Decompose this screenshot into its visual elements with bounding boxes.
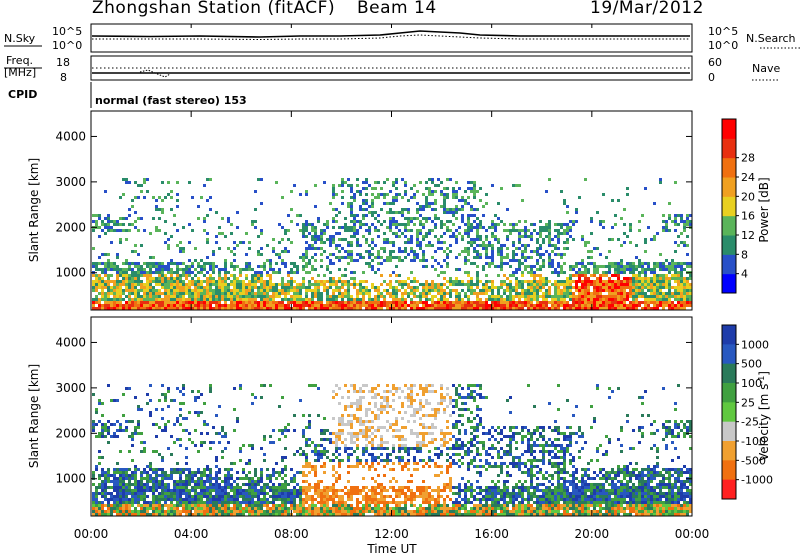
- colorbar-swatch: [722, 402, 736, 423]
- colorbar-swatch: [722, 460, 736, 481]
- colorbar-tick-label: 8: [741, 248, 748, 261]
- freq-panel: Freq. [MHz] 18 8 Nave 60 0: [4, 54, 780, 84]
- x-tick-label: 16:00: [474, 527, 509, 541]
- colorbar-tick-label: -25: [741, 416, 759, 429]
- colorbar-swatch: [722, 363, 736, 384]
- x-tick-label: 00:00: [675, 527, 710, 541]
- x-tick-label: 12:00: [374, 527, 409, 541]
- station-title: Zhongshan Station (fitACF): [92, 0, 336, 18]
- colorbar-swatch: [722, 119, 736, 139]
- power-colorbar: 4 8 12 16 20 24 28 Power [dB]: [721, 118, 771, 294]
- colorbar-swatch: [722, 441, 736, 461]
- colorbar-swatch: [722, 383, 736, 403]
- freq-tick-high: 18: [56, 56, 70, 69]
- colorbar-swatch: [722, 196, 736, 217]
- n-sky-tick-low: 10^0: [52, 39, 82, 52]
- colorbar-swatch: [722, 138, 736, 159]
- x-axis-label: Time UT: [366, 542, 417, 554]
- n-sky-trace: [91, 30, 690, 38]
- x-tick-label: 08:00: [274, 527, 309, 541]
- cpid-panel: CPID normal (fast stereo) 153: [8, 82, 247, 108]
- beam-label: Beam 14: [357, 0, 437, 18]
- nave-label: Nave: [752, 62, 780, 75]
- date-label: 19/Mar/2012: [590, 0, 704, 18]
- velocity-panel: 1000 2000 3000 4000 Slant Range [km]: [27, 316, 693, 517]
- n-sky-tick-high: 10^5: [52, 25, 82, 38]
- colorbar-tick-label: 1000: [741, 338, 769, 351]
- velocity-colorbar-label: Velocity [m s-1]: [757, 371, 771, 461]
- cpid-mode: normal (fast stereo) 153: [95, 94, 247, 107]
- n-search-label: N.Search: [746, 32, 796, 45]
- colorbar-swatch: [722, 177, 736, 197]
- colorbar-swatch: [722, 157, 736, 178]
- colorbar-swatch: [722, 421, 736, 442]
- colorbar-tick-label: 4: [741, 268, 748, 281]
- velocity-colorbar: 1000 500 100 25 -25 -100 -500 -1000 Velocity [m…: [721, 324, 773, 500]
- colorbar-tick-label: 24: [741, 171, 755, 184]
- n-search-tick-high: 10^5: [708, 25, 738, 38]
- colorbar-tick-label: 25: [741, 396, 755, 409]
- x-tick-label: 04:00: [174, 527, 209, 541]
- colorbar-swatch: [722, 273, 736, 294]
- colorbar-swatch: [722, 479, 736, 500]
- nave-tick-low: 0: [708, 71, 715, 84]
- colorbar-swatch: [722, 235, 736, 255]
- freq-unit-label: [MHz]: [4, 66, 36, 79]
- velocity-ylabel: Slant Range [km]: [27, 364, 41, 468]
- y-tick-label: 1000: [55, 266, 86, 280]
- colorbar-tick-label: 500: [741, 358, 762, 371]
- y-tick-label: 2000: [55, 426, 86, 440]
- power-ylabel: Slant Range [km]: [27, 158, 41, 262]
- y-tick-label: 3000: [55, 175, 86, 189]
- nave-tick-high: 60: [708, 56, 722, 69]
- y-tick-label: 1000: [55, 472, 86, 486]
- power-panel: 1000 2000 3000 4000 Slant Range [km]: [27, 110, 693, 311]
- power-colorbar-label: Power [dB]: [757, 177, 771, 242]
- colorbar-swatch: [722, 344, 736, 365]
- colorbar-tick-label: 16: [741, 210, 755, 223]
- colorbar-tick-label: 100: [741, 377, 762, 390]
- colorbar-tick-label: -500: [741, 454, 766, 467]
- x-axis: 00:00 04:00 08:00 12:00 16:00 20:00 00:00 Time…: [74, 24, 710, 554]
- freq-tick-low: 8: [60, 71, 67, 84]
- x-tick-label: 00:00: [74, 527, 109, 541]
- colorbar-swatch: [722, 325, 736, 345]
- freq-excursion: [139, 69, 171, 78]
- cpid-label: CPID: [8, 88, 37, 101]
- colorbar-tick-label: -1000: [741, 474, 773, 487]
- colorbar-swatch: [722, 215, 736, 236]
- y-tick-label: 2000: [55, 220, 86, 234]
- colorbar-tick-label: -100: [741, 435, 766, 448]
- colorbar-tick-label: 20: [741, 190, 755, 203]
- noise-panel: N.Sky 10^5 10^0 N.Search 10^5 10^0: [4, 23, 800, 53]
- y-tick-label: 3000: [55, 381, 86, 395]
- colorbar-tick-label: 28: [741, 152, 755, 165]
- colorbar-tick-label: 12: [741, 229, 755, 242]
- x-tick-label: 20:00: [575, 527, 610, 541]
- y-tick-label: 4000: [55, 129, 86, 143]
- n-sky-label: N.Sky: [4, 32, 36, 45]
- colorbar-swatch: [722, 254, 736, 275]
- freq-label: Freq.: [6, 54, 33, 67]
- y-tick-label: 4000: [55, 335, 86, 349]
- n-search-tick-low: 10^0: [708, 39, 738, 52]
